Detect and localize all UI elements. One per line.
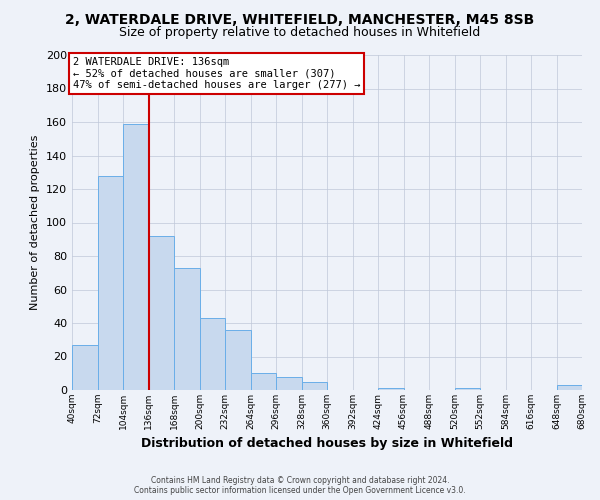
Bar	[225, 330, 251, 390]
Text: 2, WATERDALE DRIVE, WHITEFIELD, MANCHESTER, M45 8SB: 2, WATERDALE DRIVE, WHITEFIELD, MANCHEST…	[65, 12, 535, 26]
Text: Size of property relative to detached houses in Whitefield: Size of property relative to detached ho…	[119, 26, 481, 39]
Y-axis label: Number of detached properties: Number of detached properties	[31, 135, 40, 310]
Text: Contains HM Land Registry data © Crown copyright and database right 2024.
Contai: Contains HM Land Registry data © Crown c…	[134, 476, 466, 495]
X-axis label: Distribution of detached houses by size in Whitefield: Distribution of detached houses by size …	[141, 438, 513, 450]
Bar	[251, 373, 276, 390]
Bar	[123, 124, 149, 390]
Bar	[97, 176, 123, 390]
Bar	[302, 382, 327, 390]
Bar	[199, 318, 225, 390]
Bar	[276, 376, 302, 390]
Bar	[557, 385, 582, 390]
Bar	[149, 236, 174, 390]
Bar	[72, 345, 97, 390]
Text: 2 WATERDALE DRIVE: 136sqm
← 52% of detached houses are smaller (307)
47% of semi: 2 WATERDALE DRIVE: 136sqm ← 52% of detac…	[73, 56, 360, 90]
Bar	[378, 388, 404, 390]
Bar	[455, 388, 480, 390]
Bar	[174, 268, 199, 390]
